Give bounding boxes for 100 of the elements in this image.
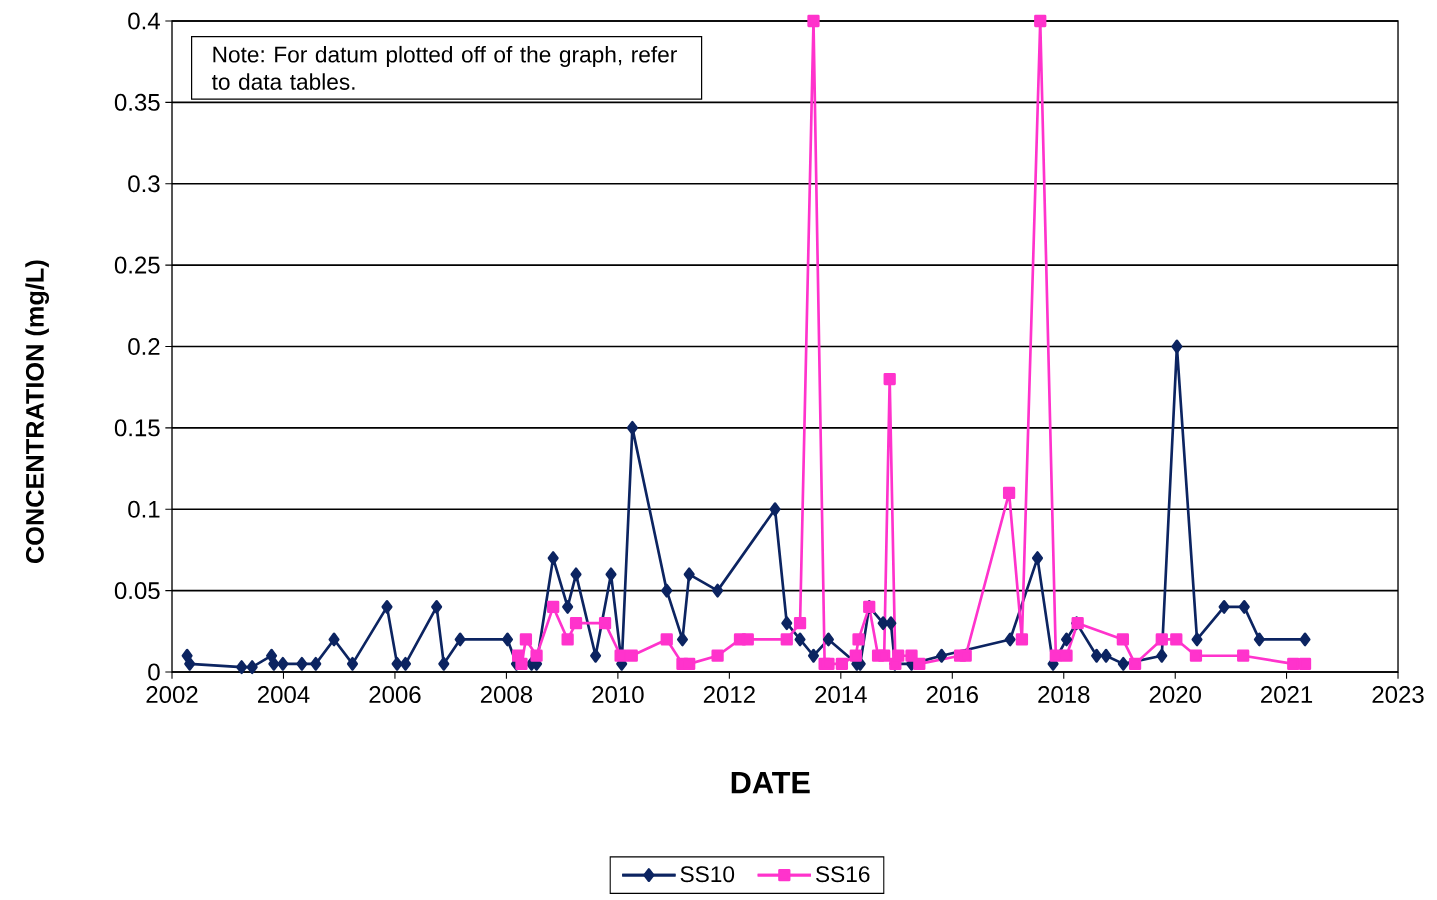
point — [822, 632, 834, 647]
point — [328, 632, 340, 647]
point — [570, 567, 582, 582]
point — [877, 616, 889, 631]
point — [660, 633, 673, 646]
point — [530, 649, 543, 662]
point — [1155, 633, 1168, 646]
point — [501, 632, 514, 647]
x-tick-label: 2006 — [369, 686, 421, 704]
point — [849, 649, 862, 662]
point — [1170, 633, 1183, 646]
point — [852, 633, 865, 646]
point — [835, 657, 849, 670]
y-tick-label: 0 — [148, 663, 160, 681]
point — [878, 649, 891, 662]
legend-label: SS16 — [816, 866, 870, 883]
point — [959, 649, 972, 662]
point — [1238, 599, 1250, 614]
point — [296, 656, 308, 671]
x-tick-label: 2008 — [480, 686, 533, 704]
point — [793, 617, 807, 630]
point — [598, 617, 612, 630]
point — [807, 14, 820, 28]
point — [399, 656, 412, 671]
point — [711, 649, 724, 662]
x-tick-label: 2021 — [1261, 686, 1313, 704]
point — [614, 649, 627, 662]
y-tick-label: 0.35 — [114, 93, 160, 111]
point — [1060, 632, 1073, 647]
point — [661, 583, 673, 598]
point — [605, 567, 617, 582]
point — [822, 657, 835, 670]
x-tick-label: 2020 — [1149, 686, 1201, 704]
x-axis-title: DATE — [731, 772, 810, 794]
point — [1002, 486, 1016, 500]
point — [712, 583, 724, 598]
y-tick-label: 0.2 — [128, 337, 160, 355]
point — [1015, 633, 1029, 646]
point — [913, 657, 926, 670]
legend-label: SS10 — [680, 866, 735, 883]
point — [431, 599, 443, 614]
point — [892, 649, 905, 662]
point — [885, 616, 897, 631]
point — [1034, 14, 1047, 28]
point — [569, 617, 583, 630]
point — [781, 616, 793, 631]
point — [626, 420, 638, 435]
x-tick-label: 2023 — [1372, 686, 1424, 704]
x-tick-label: 2014 — [815, 686, 867, 704]
point — [1100, 648, 1112, 663]
y-axis-title: CONCENTRATION (mg/L) — [25, 260, 50, 564]
point — [1218, 599, 1230, 614]
point — [769, 502, 781, 517]
point — [236, 660, 248, 675]
point — [519, 633, 533, 646]
point — [1060, 649, 1073, 662]
point — [381, 599, 393, 614]
y-tick-label: 0.25 — [114, 256, 160, 274]
x-tick-label: 2002 — [146, 686, 198, 704]
point — [1237, 649, 1250, 662]
point — [780, 633, 793, 646]
point — [741, 633, 754, 646]
point — [590, 648, 602, 663]
y-tick-label: 0.3 — [128, 175, 160, 193]
point — [562, 599, 574, 614]
point — [268, 656, 280, 671]
point — [1253, 632, 1265, 647]
x-tick-label: 2004 — [257, 686, 310, 704]
x-tick-label: 2010 — [592, 686, 644, 704]
point — [1031, 551, 1044, 566]
point — [310, 656, 322, 671]
point — [807, 648, 820, 663]
point — [1004, 632, 1016, 647]
point — [1116, 633, 1129, 646]
point — [277, 656, 289, 671]
point — [1171, 339, 1183, 354]
x-tick-label: 2012 — [703, 686, 755, 704]
y-tick-label: 0.05 — [114, 582, 160, 600]
point — [515, 657, 528, 670]
point — [346, 656, 359, 671]
y-tick-label: 0.15 — [114, 419, 160, 437]
annotation: Note: For datum plotted off of the graph, refer to data tables. — [211, 45, 677, 90]
point — [1189, 649, 1203, 662]
point — [1287, 657, 1300, 670]
point — [391, 656, 403, 671]
point — [246, 660, 258, 675]
y-tick-label: 0.4 — [128, 12, 160, 30]
point — [1091, 648, 1103, 663]
point — [683, 657, 696, 670]
point — [547, 600, 560, 614]
point — [936, 648, 948, 663]
point — [905, 649, 918, 662]
point — [438, 656, 450, 671]
point — [625, 649, 638, 662]
point — [454, 632, 466, 647]
point — [1128, 657, 1142, 670]
point — [184, 656, 196, 671]
point — [561, 633, 574, 646]
point — [883, 372, 896, 386]
point — [1298, 657, 1312, 670]
